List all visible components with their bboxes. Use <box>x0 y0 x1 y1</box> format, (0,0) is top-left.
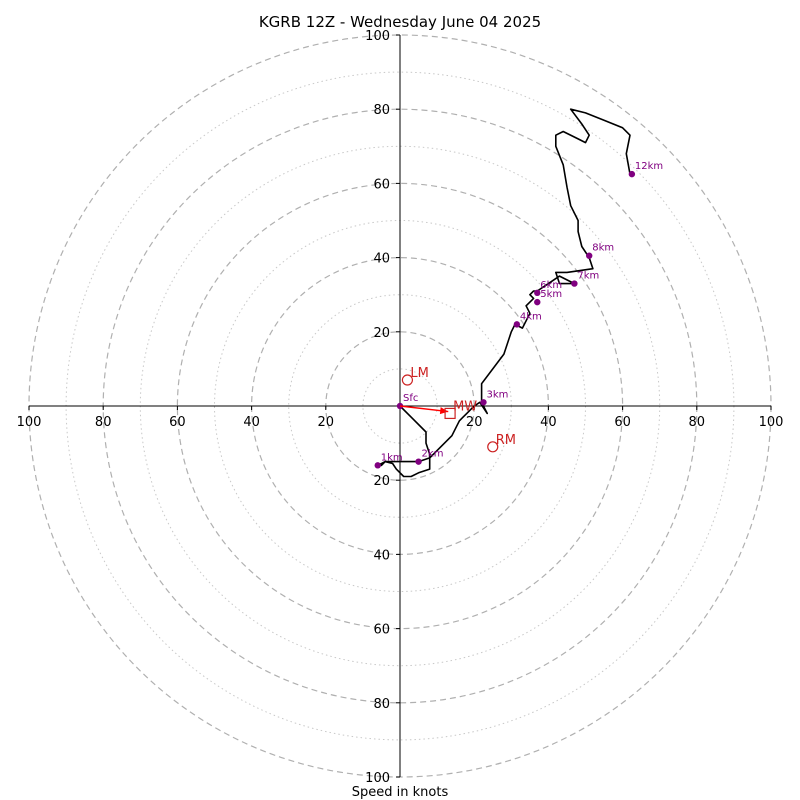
y-tick-label: 20 <box>373 326 390 341</box>
storm-motion-marker-MW <box>444 407 456 420</box>
height-marker-1km <box>374 462 381 469</box>
height-marker-label-3km: 3km <box>486 389 508 400</box>
x-tick-label: 40 <box>243 415 260 430</box>
height-marker-5km <box>534 298 541 306</box>
wind-trace <box>376 108 631 478</box>
height-marker-6km <box>534 289 541 297</box>
x-tick-label: 80 <box>95 415 112 430</box>
height-marker-label-6km: 6km <box>540 280 562 291</box>
height-marker-label-1km: 1km <box>381 452 403 463</box>
storm-motion-marker-LM <box>401 374 414 386</box>
height-marker-3km <box>480 399 487 406</box>
y-tick-label: 20 <box>373 474 390 489</box>
x-axis-label: Speed in knots <box>352 785 449 800</box>
x-tick-label: 80 <box>689 415 706 430</box>
height-marker-label-Sfc: Sfc <box>403 393 418 404</box>
x-tick-label: 40 <box>540 415 557 430</box>
x-tick-label: 100 <box>759 415 784 430</box>
height-marker-label-4km: 4km <box>520 311 542 322</box>
height-marker-7km <box>571 280 578 287</box>
y-tick-label: 40 <box>373 252 390 267</box>
chart-title: KGRB 12Z - Wednesday June 04 2025 <box>259 13 541 31</box>
y-tick-label: 100 <box>365 771 390 786</box>
y-tick-label: 80 <box>373 103 390 118</box>
x-tick-label: 20 <box>466 415 483 430</box>
storm-motion-label-RM: RM <box>496 433 516 448</box>
y-tick-label: 100 <box>365 29 390 44</box>
height-marker-8km <box>586 252 593 259</box>
storm-motion-label-MW: MW <box>453 399 477 414</box>
height-marker-2km <box>415 458 422 465</box>
height-marker-label-7km: 7km <box>577 271 599 282</box>
y-tick-label: 40 <box>373 548 390 563</box>
height-marker-label-8km: 8km <box>592 243 614 254</box>
tick-labels: 100 80 60 40 20 20 40 60 80 100 100 80 60 40 20 20 40 60 8… <box>17 29 784 786</box>
storm-motions: LM RM MW <box>399 366 516 453</box>
x-tick-label: 100 <box>17 415 42 430</box>
y-tick-label: 60 <box>373 623 390 638</box>
height-marker-12km <box>628 170 636 178</box>
height-marker-label-5km: 5km <box>540 289 562 300</box>
y-tick-label: 60 <box>373 177 390 192</box>
x-tick-label: 20 <box>318 415 335 430</box>
wind-trace-line <box>376 108 631 478</box>
height-marker-4km <box>513 321 521 328</box>
mean-wind-arrow-shaft <box>399 405 449 413</box>
height-marker-label-12km: 12km <box>635 161 663 172</box>
storm-motion-marker-RM <box>487 441 499 453</box>
mean-wind-arrow-head <box>439 407 449 415</box>
x-tick-label: 60 <box>169 415 186 430</box>
y-tick-label: 80 <box>373 697 390 712</box>
height-marker-label-2km: 2km <box>422 449 444 460</box>
storm-motion-label-LM: LM <box>410 366 428 381</box>
x-tick-label: 60 <box>614 415 631 430</box>
